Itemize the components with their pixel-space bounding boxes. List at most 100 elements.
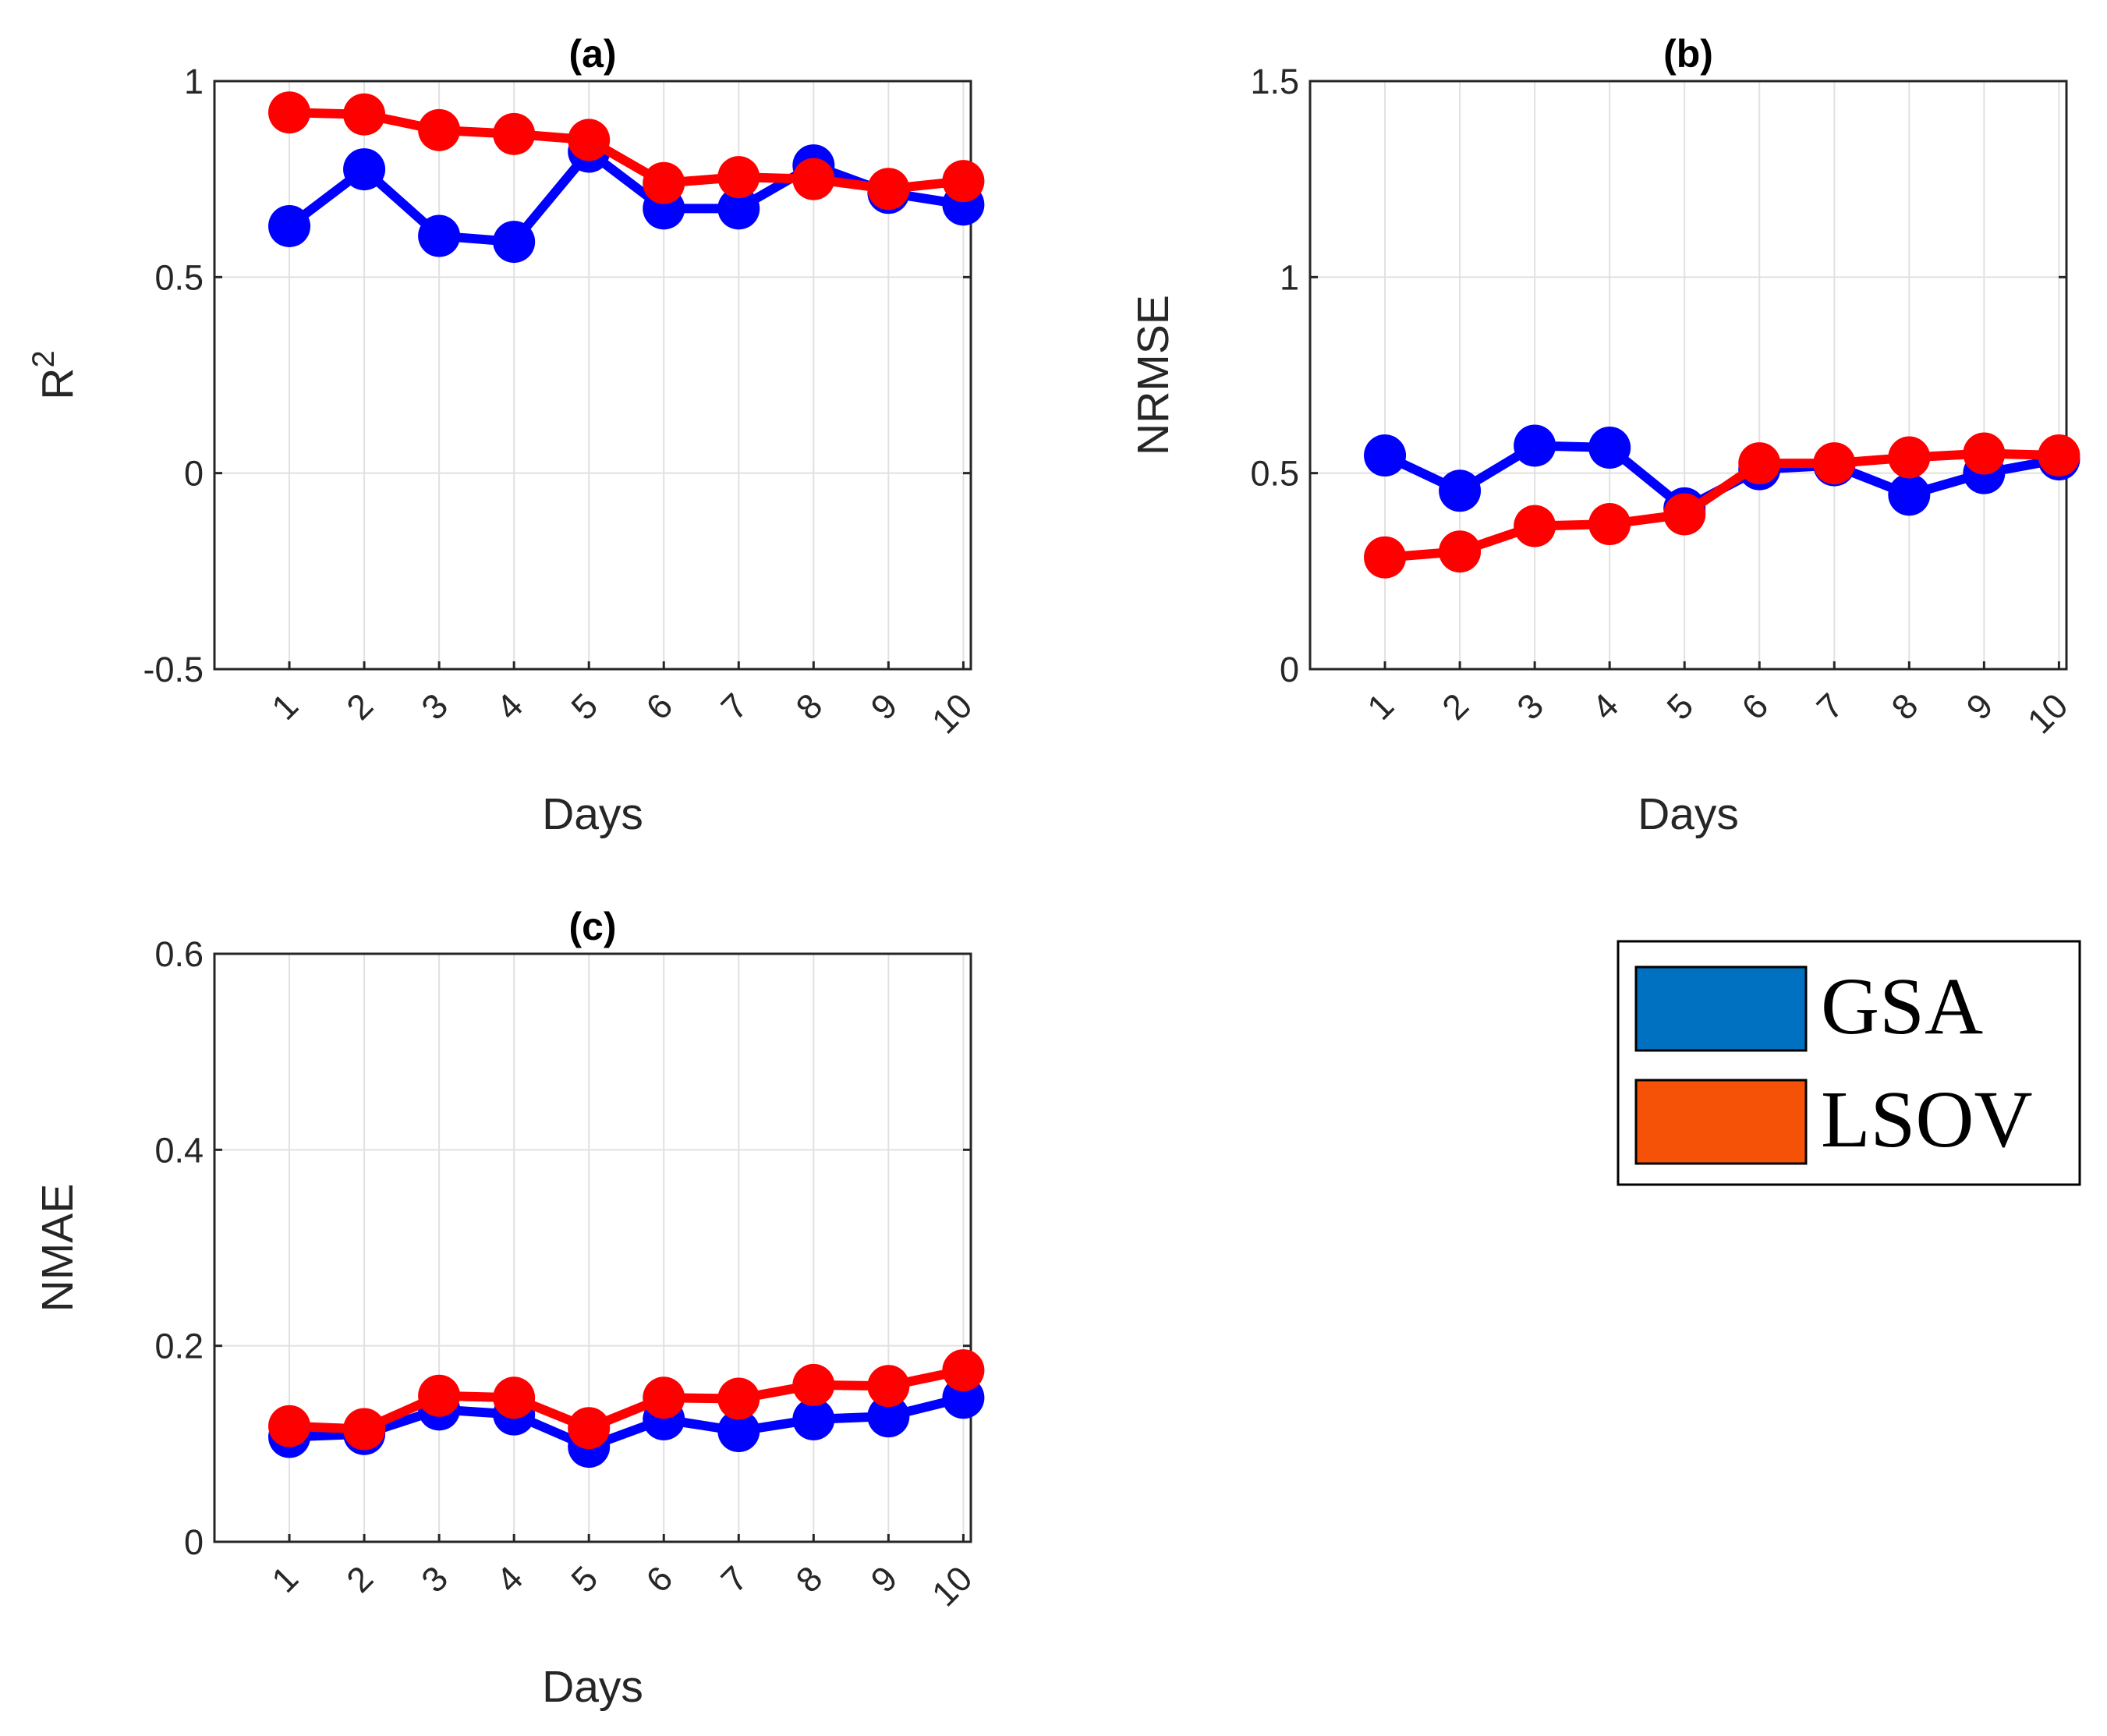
data-point-lsov (568, 119, 611, 161)
data-point-lsov (643, 161, 685, 204)
panel-title: (a) (568, 32, 616, 76)
axes-box (213, 80, 972, 671)
x-tick-label: 3 (413, 686, 455, 728)
y-tick-label: 0.6 (154, 934, 204, 974)
y-axis-label: NMAE (33, 1184, 83, 1313)
data-point-lsov (268, 91, 311, 134)
x-tick-label: 1 (264, 686, 306, 728)
data-point-lsov (493, 112, 536, 155)
series-line-gsa (285, 1393, 969, 1452)
x-axis-label: Days (542, 1662, 643, 1712)
x-tick-label: 3 (1509, 686, 1551, 728)
y-tick-label: 1.5 (1250, 62, 1299, 101)
data-point-lsov (1813, 442, 1856, 485)
y-tick-label: 0.4 (154, 1130, 204, 1170)
data-point-gsa (867, 1395, 910, 1438)
data-point-lsov (1888, 436, 1931, 479)
data-point-gsa (268, 204, 311, 247)
data-point-lsov (343, 1408, 386, 1451)
y-tick-label: 0.5 (154, 257, 204, 297)
data-point-lsov (942, 160, 985, 203)
x-tick-label: 8 (788, 686, 830, 728)
y-tick-label: 1 (1280, 257, 1299, 297)
legend-label-lsov: LSOV (1821, 1075, 2033, 1164)
data-point-lsov (568, 1407, 611, 1450)
data-point-gsa (1439, 469, 1482, 512)
data-point-gsa (418, 214, 461, 257)
x-tick-label: 2 (338, 1558, 381, 1600)
data-point-lsov (1439, 530, 1482, 573)
data-point-gsa (717, 187, 760, 230)
x-tick-label: 6 (639, 686, 681, 728)
series-line-lsov (1380, 448, 2064, 562)
x-tick-label: 10 (924, 1558, 979, 1614)
data-point-lsov (1663, 493, 1706, 536)
y-tick-label: 0.5 (1250, 454, 1299, 494)
x-tick-label: 10 (924, 686, 979, 741)
x-tick-label: 8 (1884, 686, 1926, 728)
legend-swatch-lsov (1634, 1079, 1808, 1165)
series-line-lsov (285, 1366, 969, 1434)
y-tick-label: 0 (184, 1522, 204, 1562)
data-point-lsov (418, 108, 461, 151)
x-tick-label: 1 (1359, 686, 1401, 728)
x-tick-label: 3 (413, 1558, 455, 1600)
data-point-lsov (493, 1376, 536, 1419)
x-tick-label: 8 (788, 1558, 830, 1600)
plot-area (1310, 81, 2066, 669)
data-point-lsov (1588, 503, 1631, 546)
x-tick-label: 4 (488, 1558, 530, 1600)
x-tick-label: 5 (564, 1558, 606, 1600)
x-tick-label: 9 (863, 686, 905, 728)
data-point-lsov (792, 158, 835, 200)
data-point-gsa (1588, 426, 1631, 469)
data-point-gsa (1364, 434, 1407, 477)
y-axis-label: R2 (27, 350, 83, 399)
data-point-lsov (1364, 536, 1407, 579)
data-point-lsov (717, 1377, 760, 1420)
data-point-lsov (942, 1349, 985, 1392)
x-tick-label: 1 (264, 1558, 306, 1600)
panel-title: (b) (1663, 32, 1713, 76)
x-tick-label: 2 (1434, 686, 1476, 728)
y-tick-label: 0 (184, 454, 204, 494)
x-tick-label: 7 (1809, 686, 1851, 728)
data-point-lsov (268, 1405, 311, 1447)
axes-box (213, 952, 972, 1543)
y-axis-label: NRMSE (1128, 295, 1178, 455)
series-line-lsov (285, 108, 969, 194)
x-tick-label: 5 (1659, 686, 1702, 728)
x-tick-label: 10 (2020, 686, 2075, 741)
y-tick-label: 0.2 (154, 1327, 204, 1366)
series-line-gsa (285, 147, 969, 247)
data-point-lsov (343, 93, 386, 136)
x-tick-label: 6 (639, 1558, 681, 1600)
panel-c: 0 0.2 0.4 0.6 1 2 3 4 5 6 7 8 9 10 (c) Days NMAE (33, 905, 985, 1712)
x-tick-label: 6 (1734, 686, 1776, 728)
data-point-lsov (717, 156, 760, 199)
x-tick-label: 5 (564, 686, 606, 728)
legend-swatch-gsa (1634, 965, 1808, 1052)
data-point-lsov (867, 168, 910, 211)
legend: GSA LSOV (1617, 940, 2081, 1186)
x-tick-label: 9 (1959, 686, 2001, 728)
data-point-lsov (792, 1363, 835, 1406)
data-point-gsa (1514, 424, 1556, 467)
data-point-gsa (1888, 473, 1931, 516)
x-axis-label: Days (1638, 789, 1739, 839)
data-point-lsov (418, 1374, 461, 1417)
x-tick-label: 9 (863, 1558, 905, 1600)
x-tick-label: 7 (714, 1558, 756, 1600)
y-tick-label: -0.5 (143, 650, 204, 689)
data-point-gsa (792, 1398, 835, 1440)
data-point-gsa (717, 1409, 760, 1452)
x-axis-label: Days (542, 789, 643, 839)
data-point-gsa (343, 148, 386, 191)
data-point-lsov (2038, 434, 2080, 477)
data-point-lsov (867, 1365, 910, 1408)
data-point-lsov (643, 1376, 685, 1419)
x-tick-label: 4 (1584, 686, 1626, 728)
